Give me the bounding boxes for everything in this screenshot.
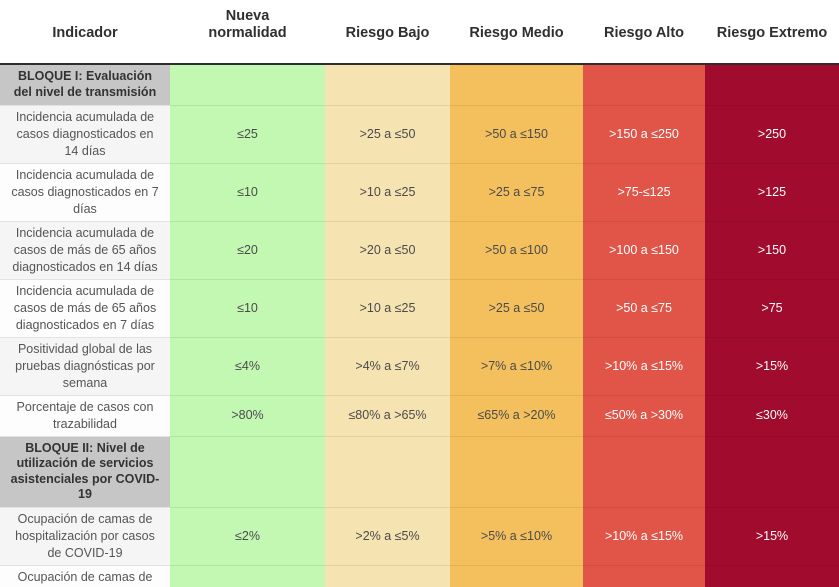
value-cell: >100 a ≤150 bbox=[583, 220, 705, 279]
table-row: Positividad global de las pruebas diagnó… bbox=[0, 336, 839, 395]
value-cell: ≤10 bbox=[170, 162, 325, 221]
value-cell: >80% bbox=[170, 394, 325, 436]
indicator-cell: Porcentaje de casos con trazabilidad bbox=[0, 394, 170, 436]
value-cell bbox=[705, 435, 839, 507]
section-label: BLOQUE II: Nivel de utilización de servi… bbox=[0, 435, 170, 507]
value-cell: >15% bbox=[705, 506, 839, 565]
indicator-cell: Positividad global de las pruebas diagnó… bbox=[0, 336, 170, 395]
value-cell: >20 a ≤50 bbox=[325, 220, 450, 279]
value-cell: >25 a ≤50 bbox=[325, 104, 450, 163]
value-cell: >50 a ≤150 bbox=[450, 104, 583, 163]
value-cell: >150 a ≤250 bbox=[583, 104, 705, 163]
value-cell: ≤30% bbox=[705, 394, 839, 436]
value-cell bbox=[170, 63, 325, 105]
value-cell bbox=[170, 435, 325, 507]
value-cell: >15% a ≤25% bbox=[583, 564, 705, 587]
value-cell bbox=[325, 63, 450, 105]
column-header-riesgo-extremo: Riesgo Extremo bbox=[705, 0, 839, 65]
section-row-bloque-1: BLOQUE I: Evaluación del nivel de transm… bbox=[0, 63, 839, 105]
column-header-riesgo-bajo: Riesgo Bajo bbox=[325, 0, 450, 65]
value-cell: ≤65% a >20% bbox=[450, 394, 583, 436]
value-cell: >150 bbox=[705, 220, 839, 279]
value-cell bbox=[583, 435, 705, 507]
value-cell: >25% bbox=[705, 564, 839, 587]
value-cell bbox=[450, 435, 583, 507]
value-cell: ≤2% bbox=[170, 506, 325, 565]
value-cell: >125 bbox=[705, 162, 839, 221]
value-cell: >10 a ≤25 bbox=[325, 162, 450, 221]
indicator-cell: Incidencia acumulada de casos diagnostic… bbox=[0, 104, 170, 163]
indicator-cell: Incidencia acumulada de casos diagnostic… bbox=[0, 162, 170, 221]
value-cell: >15% bbox=[705, 336, 839, 395]
indicator-cell: Incidencia acumulada de casos de más de … bbox=[0, 220, 170, 279]
value-cell: >10% a ≤15% bbox=[450, 564, 583, 587]
value-cell: >2% a ≤5% bbox=[325, 506, 450, 565]
value-cell: ≤4% bbox=[170, 336, 325, 395]
indicator-cell: Ocupación de camas de cuidados críticos … bbox=[0, 564, 170, 587]
value-cell bbox=[325, 435, 450, 507]
value-cell: ≤10 bbox=[170, 278, 325, 337]
value-cell: >25 a ≤50 bbox=[450, 278, 583, 337]
value-cell: ≤20 bbox=[170, 220, 325, 279]
value-cell bbox=[450, 63, 583, 105]
value-cell: >7% a ≤10% bbox=[450, 336, 583, 395]
value-cell: >50 a ≤75 bbox=[583, 278, 705, 337]
value-cell: >250 bbox=[705, 104, 839, 163]
column-header-riesgo-alto: Riesgo Alto bbox=[583, 0, 705, 65]
value-cell: >5% a ≤10% bbox=[450, 506, 583, 565]
value-cell: >25 a ≤75 bbox=[450, 162, 583, 221]
value-cell: ≤50% a >30% bbox=[583, 394, 705, 436]
section-label: BLOQUE I: Evaluación del nivel de transm… bbox=[0, 63, 170, 105]
value-cell: >10% a ≤15% bbox=[583, 336, 705, 395]
table-row: Porcentaje de casos con trazabilidad >80… bbox=[0, 394, 839, 436]
table-row: Ocupación de camas de cuidados críticos … bbox=[0, 564, 839, 587]
value-cell: >50 a ≤100 bbox=[450, 220, 583, 279]
header-row: Indicador Nueva normalidad Riesgo Bajo R… bbox=[0, 0, 839, 65]
value-cell bbox=[705, 63, 839, 105]
table-row: Incidencia acumulada de casos de más de … bbox=[0, 220, 839, 279]
value-cell: >10% a ≤15% bbox=[583, 506, 705, 565]
value-cell bbox=[583, 63, 705, 105]
value-cell: ≤5% bbox=[170, 564, 325, 587]
table-row: Incidencia acumulada de casos diagnostic… bbox=[0, 104, 839, 163]
value-cell: >5% a ≤10% bbox=[325, 564, 450, 587]
section-row-bloque-2: BLOQUE II: Nivel de utilización de servi… bbox=[0, 435, 839, 507]
value-cell: >10 a ≤25 bbox=[325, 278, 450, 337]
column-header-riesgo-medio: Riesgo Medio bbox=[450, 0, 583, 65]
value-cell: >4% a ≤7% bbox=[325, 336, 450, 395]
table-body: BLOQUE I: Evaluación del nivel de transm… bbox=[0, 63, 839, 587]
column-header-nueva-normalidad: Nueva normalidad bbox=[170, 0, 325, 65]
value-cell: ≤25 bbox=[170, 104, 325, 163]
indicator-cell: Ocupación de camas de hospitalización po… bbox=[0, 506, 170, 565]
table-header: Indicador Nueva normalidad Riesgo Bajo R… bbox=[0, 0, 839, 65]
table-row: Ocupación de camas de hospitalización po… bbox=[0, 506, 839, 565]
indicator-cell: Incidencia acumulada de casos de más de … bbox=[0, 278, 170, 337]
value-cell: >75-≤125 bbox=[583, 162, 705, 221]
value-cell: ≤80% a >65% bbox=[325, 394, 450, 436]
table-row: Incidencia acumulada de casos de más de … bbox=[0, 278, 839, 337]
table-row: Incidencia acumulada de casos diagnostic… bbox=[0, 162, 839, 221]
value-cell: >75 bbox=[705, 278, 839, 337]
column-header-indicador: Indicador bbox=[0, 0, 170, 65]
